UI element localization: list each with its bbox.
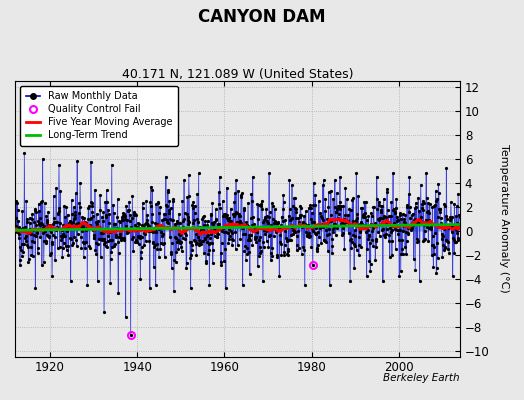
Text: CANYON DAM: CANYON DAM bbox=[198, 8, 326, 26]
Text: Berkeley Earth: Berkeley Earth bbox=[384, 373, 460, 383]
Title: 40.171 N, 121.089 W (United States): 40.171 N, 121.089 W (United States) bbox=[122, 68, 353, 81]
Legend: Raw Monthly Data, Quality Control Fail, Five Year Moving Average, Long-Term Tren: Raw Monthly Data, Quality Control Fail, … bbox=[20, 86, 178, 146]
Y-axis label: Temperature Anomaly (°C): Temperature Anomaly (°C) bbox=[499, 144, 509, 293]
